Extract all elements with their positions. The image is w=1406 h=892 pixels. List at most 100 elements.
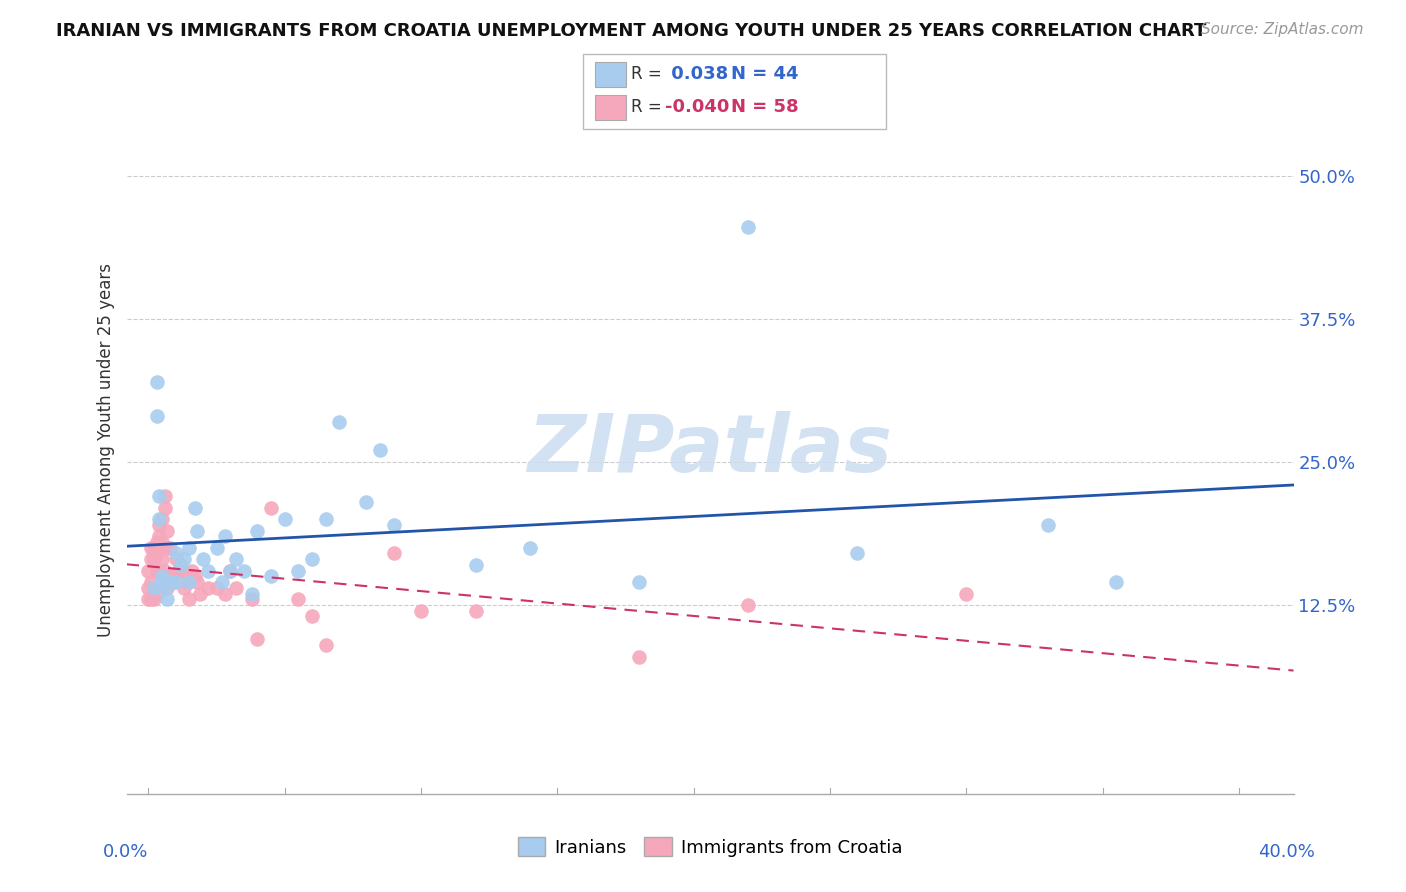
Legend: Iranians, Immigrants from Croatia: Iranians, Immigrants from Croatia <box>510 830 910 863</box>
Point <box>205 541 228 555</box>
Point <box>145 409 167 424</box>
Point <box>287 592 309 607</box>
Point <box>287 564 309 578</box>
Point <box>183 569 205 583</box>
Point <box>145 375 167 389</box>
Point <box>162 575 184 590</box>
Point <box>176 575 198 590</box>
Point <box>148 564 170 578</box>
Point <box>153 500 176 515</box>
Point <box>165 546 187 561</box>
Text: R =: R = <box>631 98 662 116</box>
Point <box>145 586 167 600</box>
Point <box>150 535 173 549</box>
Point <box>186 575 208 590</box>
Point <box>214 529 236 543</box>
Point <box>148 489 170 503</box>
Point <box>179 575 201 590</box>
Text: R =: R = <box>631 65 662 83</box>
Point <box>156 541 179 555</box>
Point <box>165 575 187 590</box>
Point <box>148 512 170 526</box>
Point <box>246 632 269 647</box>
Point <box>139 541 162 555</box>
Point <box>628 575 651 590</box>
Point <box>170 564 193 578</box>
Point <box>181 564 204 578</box>
Point <box>145 546 167 561</box>
Point <box>150 575 173 590</box>
Point <box>232 564 254 578</box>
Point <box>382 546 405 561</box>
Point <box>148 541 170 555</box>
Point <box>464 604 486 618</box>
Point <box>409 604 432 618</box>
Point <box>197 581 219 595</box>
Point <box>159 575 181 590</box>
Point <box>955 586 977 600</box>
Point <box>139 552 162 566</box>
Point <box>170 558 193 572</box>
Text: Source: ZipAtlas.com: Source: ZipAtlas.com <box>1201 22 1364 37</box>
Point <box>368 443 391 458</box>
Point <box>214 586 236 600</box>
Point <box>142 546 165 561</box>
Point <box>846 546 869 561</box>
Point <box>211 575 233 590</box>
Point <box>159 541 181 555</box>
Point <box>150 569 173 583</box>
Point <box>219 564 242 578</box>
Point <box>301 552 323 566</box>
Point <box>315 638 337 652</box>
Point <box>138 592 160 607</box>
Point <box>1036 517 1059 532</box>
Point <box>159 569 181 583</box>
Point <box>197 564 219 578</box>
Y-axis label: Unemployment Among Youth under 25 years: Unemployment Among Youth under 25 years <box>97 263 115 638</box>
Point <box>138 581 160 595</box>
Text: 0.0%: 0.0% <box>103 843 148 861</box>
Point <box>179 541 201 555</box>
Point <box>153 564 176 578</box>
Point <box>150 552 173 566</box>
Point <box>142 592 165 607</box>
Point <box>191 552 214 566</box>
Point <box>328 415 350 429</box>
Point <box>156 592 179 607</box>
Text: IRANIAN VS IMMIGRANTS FROM CROATIA UNEMPLOYMENT AMONG YOUTH UNDER 25 YEARS CORRE: IRANIAN VS IMMIGRANTS FROM CROATIA UNEMP… <box>56 22 1206 40</box>
Point <box>219 564 242 578</box>
Point <box>356 495 378 509</box>
Point <box>737 220 759 235</box>
Text: N = 58: N = 58 <box>731 98 799 116</box>
Point <box>153 581 176 595</box>
Point <box>315 512 337 526</box>
Point <box>165 552 187 566</box>
Point <box>145 535 167 549</box>
Point <box>148 517 170 532</box>
Point <box>179 592 201 607</box>
Point <box>183 500 205 515</box>
Text: N = 44: N = 44 <box>731 65 799 83</box>
Point <box>240 586 263 600</box>
Point <box>145 564 167 578</box>
Point <box>139 575 162 590</box>
Point <box>225 552 247 566</box>
Point <box>246 524 269 538</box>
Point <box>188 586 211 600</box>
Point <box>153 489 176 503</box>
Point <box>382 517 405 532</box>
Point <box>273 512 295 526</box>
Point <box>167 564 190 578</box>
Point <box>464 558 486 572</box>
Point <box>156 524 179 538</box>
Point <box>139 592 162 607</box>
Point <box>240 592 263 607</box>
Point <box>156 581 179 595</box>
Point <box>1105 575 1128 590</box>
Point <box>301 609 323 624</box>
Point <box>205 581 228 595</box>
Point <box>173 552 195 566</box>
Point <box>142 541 165 555</box>
Point <box>142 581 165 595</box>
Point <box>260 500 283 515</box>
